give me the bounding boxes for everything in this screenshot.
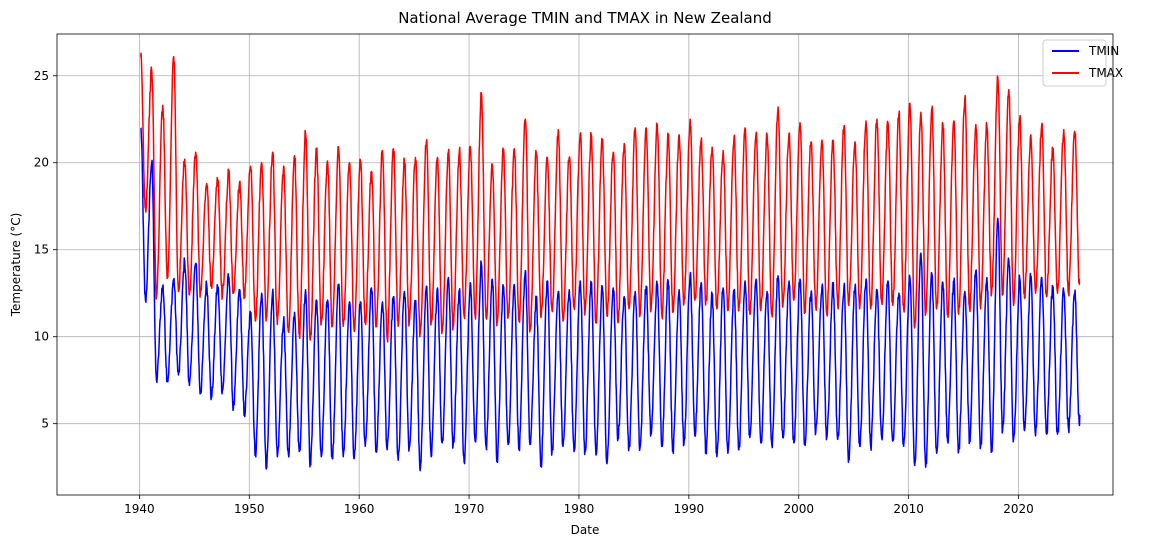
x-axis-ticks: 1940 1950 1960 1970 1980 1990 2000 2010 2020 bbox=[124, 495, 1034, 516]
chart-title: National Average TMIN and TMAX in New Ze… bbox=[398, 9, 772, 27]
y-axis-label: Temperature (°C) bbox=[9, 213, 23, 318]
y-tick-label: 25 bbox=[34, 69, 49, 83]
x-tick-label: 1960 bbox=[344, 502, 375, 516]
plot-frame bbox=[56, 33, 1114, 496]
y-tick-label: 15 bbox=[34, 243, 49, 257]
y-tick-label: 5 bbox=[41, 417, 49, 431]
series-line-tmin bbox=[140, 127, 1081, 472]
y-axis-ticks: 5 10 15 20 25 bbox=[34, 69, 57, 431]
x-tick-label: 1990 bbox=[674, 502, 705, 516]
x-tick-label: 2000 bbox=[783, 502, 814, 516]
x-tick-label: 1980 bbox=[564, 502, 595, 516]
legend: TMIN TMAX bbox=[1042, 39, 1123, 87]
x-tick-label: 2010 bbox=[893, 502, 924, 516]
series-layer bbox=[139, 52, 1081, 472]
x-tick-label: 1940 bbox=[124, 502, 155, 516]
x-tick-label: 2020 bbox=[1003, 502, 1034, 516]
x-tick-label: 1950 bbox=[234, 502, 265, 516]
series-line-tmax bbox=[139, 52, 1081, 343]
y-tick-label: 20 bbox=[34, 156, 49, 170]
y-tick-label: 10 bbox=[34, 330, 49, 344]
plot-area bbox=[57, 34, 1113, 495]
legend-label-tmax: TMAX bbox=[1088, 66, 1123, 80]
x-axis-label: Date bbox=[571, 523, 600, 537]
legend-label-tmin: TMIN bbox=[1088, 44, 1119, 58]
x-tick-label: 1970 bbox=[454, 502, 485, 516]
